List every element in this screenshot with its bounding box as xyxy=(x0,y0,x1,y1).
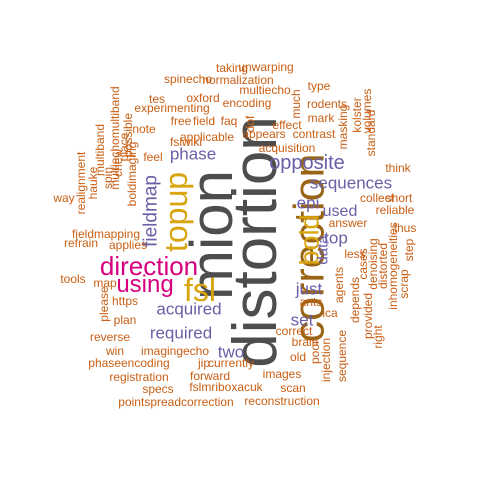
word-standard: standard xyxy=(364,109,378,157)
word-applies: applies xyxy=(108,238,148,252)
word-step: step xyxy=(402,238,416,262)
word-forward: forward xyxy=(189,369,231,383)
word-multiecho: multiecho xyxy=(239,83,291,97)
word-appears: appears xyxy=(242,127,286,141)
word-pointspreadcorrection: pointspreadcorrection xyxy=(118,395,234,409)
word-echo: echo xyxy=(182,344,210,358)
word-thus: thus xyxy=(393,221,417,235)
word-rodents: rodents xyxy=(306,97,348,111)
word-applicable: applicable xyxy=(179,130,235,144)
word-ants: ants xyxy=(299,295,323,309)
word-images: images xyxy=(262,367,302,381)
word-tools: tools xyxy=(60,272,86,286)
word-imaging: imaging xyxy=(140,344,184,358)
word-collect: collect xyxy=(359,191,395,205)
word-phase: phase xyxy=(169,144,217,164)
word-fslwiki: fslwiki xyxy=(170,135,202,149)
word-encoding: encoding xyxy=(222,96,272,110)
word-set: set xyxy=(290,310,314,330)
word-free: free xyxy=(170,114,192,128)
word-sequences: sequences xyxy=(309,173,393,193)
word-depends: depends xyxy=(348,276,362,324)
word-refrain: refrain xyxy=(63,236,99,250)
word-please: please xyxy=(97,286,111,322)
word-type: type xyxy=(307,79,331,93)
word-field: field xyxy=(192,114,216,128)
word-feel: feel xyxy=(143,150,163,164)
word-old: old xyxy=(289,350,307,364)
word-reconstruction: reconstruction xyxy=(244,394,320,408)
word-hauke: hauke xyxy=(86,166,100,200)
word-ica: ica xyxy=(322,306,338,320)
word-acquired: acquired xyxy=(156,299,222,319)
word-plan: plan xyxy=(113,313,137,327)
word-short: short xyxy=(385,191,413,205)
word-faq: faq xyxy=(220,114,238,128)
word-sequence: sequence xyxy=(335,329,349,383)
word-fieldmapping: fieldmapping xyxy=(71,227,141,241)
word-normalization: normalization xyxy=(202,73,274,87)
word-win: win xyxy=(105,344,125,358)
word-unwarping: unwarping xyxy=(238,60,294,74)
word-top: top xyxy=(324,228,348,248)
word-data: data xyxy=(314,235,332,265)
word-phaseencoding: phaseencoding xyxy=(88,356,170,370)
word-two: two xyxy=(217,342,245,362)
word-reliable: reliable xyxy=(375,203,415,217)
word-fieldmap: fieldmap xyxy=(140,175,162,247)
word-boldimaging: boldimaging xyxy=(125,141,139,207)
word-injection: injection xyxy=(319,337,333,383)
word-acquisition: acquisition xyxy=(258,141,316,155)
word-jip: jip xyxy=(197,356,211,370)
word-masking: masking xyxy=(336,104,350,150)
word-experimenting: experimenting xyxy=(134,101,210,115)
word-topup: topup xyxy=(158,171,194,253)
word-agents: agents xyxy=(332,266,346,304)
word-fslmriboxacuk: fslmriboxacuk xyxy=(189,380,263,394)
word-effect: effect xyxy=(272,118,302,132)
word-direction: direction xyxy=(99,251,199,281)
word-answer: answer xyxy=(328,216,368,230)
word-tes: tes xyxy=(148,92,166,106)
word-just: just xyxy=(295,279,323,299)
word-using: using xyxy=(116,271,174,298)
word-opposite: opposite xyxy=(269,152,345,174)
word-note: note xyxy=(132,122,156,136)
word-way: way xyxy=(53,191,75,205)
word-fsl: fsl xyxy=(184,272,216,308)
word-right: right xyxy=(371,325,385,349)
word-less: less xyxy=(344,247,366,261)
word-currently: currently xyxy=(207,356,255,370)
word-spinecho: spinecho xyxy=(163,72,213,86)
word-used: used xyxy=(322,203,358,220)
word-think: think xyxy=(385,161,411,175)
word-map: map xyxy=(93,276,117,290)
word-reverse: reverse xyxy=(89,330,131,344)
word-brain: brain xyxy=(291,335,319,349)
word-taking: taking xyxy=(215,61,249,75)
word-https: https xyxy=(111,294,139,308)
word-contrast: contrast xyxy=(292,127,336,141)
word-registration: registration xyxy=(109,370,169,384)
word-scan: scan xyxy=(280,381,306,395)
word-much: much xyxy=(289,89,303,119)
word-specs: specs xyxy=(142,382,174,396)
word-oxford: oxford xyxy=(186,91,220,105)
word-required: required xyxy=(149,323,213,343)
word-scrap: scrap xyxy=(397,269,411,299)
word-epi: epi xyxy=(296,193,320,213)
word-mark: mark xyxy=(307,111,335,125)
word-correct: correct xyxy=(275,324,313,338)
